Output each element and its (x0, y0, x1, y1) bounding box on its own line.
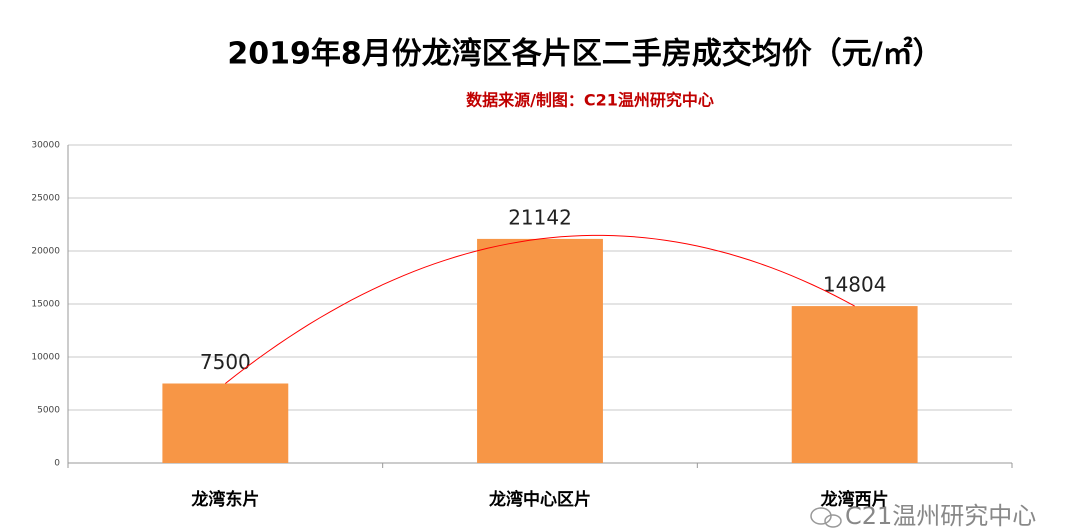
value-label: 14804 (823, 273, 887, 297)
bar (791, 306, 918, 463)
y-tick-label: 0 (54, 459, 60, 469)
y-tick-label: 20000 (31, 247, 60, 257)
y-tick-label: 5000 (37, 406, 60, 416)
y-tick-label: 10000 (31, 353, 60, 363)
y-tick-label: 25000 (31, 194, 60, 204)
watermark-icon (810, 507, 842, 528)
x-tick-label: 龙湾中心区片 (488, 489, 591, 510)
value-label: 7500 (200, 350, 251, 374)
chart-title: 2019年8月份龙湾区各片区二手房成交均价（元/㎡） (227, 37, 942, 72)
trend-line (225, 234, 855, 384)
x-tick-label: 龙湾东片 (190, 489, 259, 510)
chart-subtitle: 数据来源/制图：C21温州研究中心 (466, 91, 714, 110)
bar (162, 383, 289, 463)
bar (477, 238, 603, 463)
watermark: C21温州研究中心 (845, 502, 1036, 530)
value-label: 21142 (508, 205, 572, 229)
y-tick-label: 30000 (31, 141, 60, 151)
y-tick-label: 15000 (31, 300, 60, 310)
x-tick-label: 龙湾西片 (820, 489, 889, 510)
